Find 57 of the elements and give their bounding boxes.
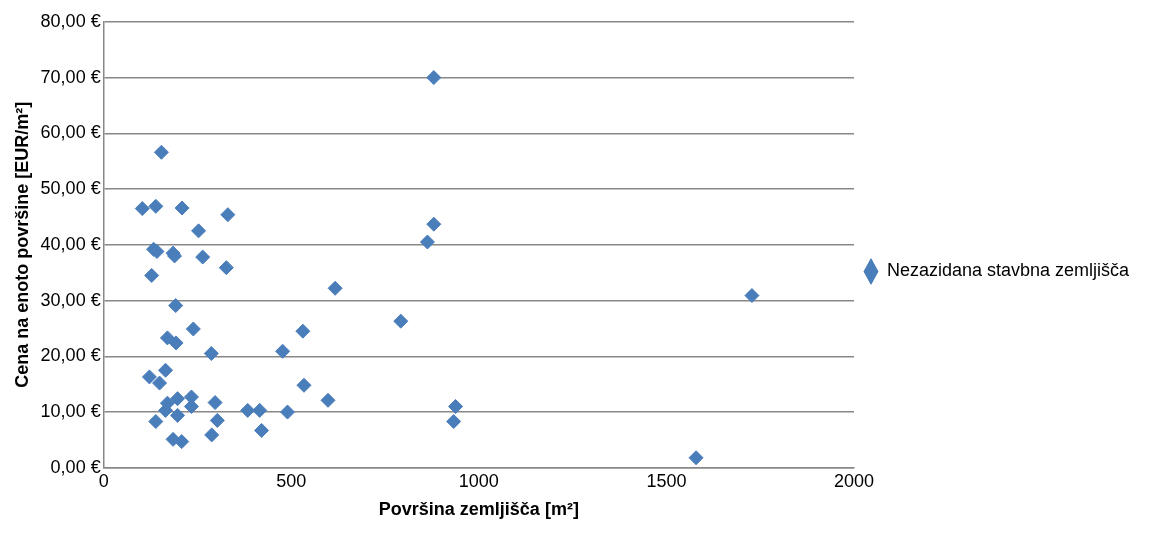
legend-label: Nezazidana stavbna zemljišča: [887, 260, 1131, 281]
point: [170, 391, 186, 407]
point: [134, 201, 150, 217]
point: [254, 422, 270, 438]
y-tick-label: 80,00 €: [40, 10, 101, 31]
x-tick-label: 500: [276, 470, 307, 491]
y-tick-label: 60,00 €: [40, 122, 101, 143]
point: [174, 434, 190, 450]
point: [174, 200, 190, 216]
y-tick-label: 20,00 €: [40, 345, 101, 366]
point: [744, 288, 760, 304]
point: [168, 298, 184, 314]
point: [426, 70, 442, 86]
point: [688, 450, 704, 466]
point: [419, 234, 435, 250]
point: [159, 330, 175, 346]
y-tick-label: 40,00 €: [40, 233, 101, 254]
point: [153, 144, 169, 160]
point: [170, 407, 186, 423]
y-axis-title: Cena na enoto površine [EUR/m²]: [11, 101, 32, 388]
y-tick-label: 30,00 €: [40, 289, 101, 310]
point: [141, 369, 157, 385]
x-tick-label: 1000: [458, 470, 499, 491]
x-axis-title: Površina zemljišča [m²]: [378, 499, 579, 520]
point: [204, 427, 220, 443]
point: [185, 321, 201, 337]
y-tick-label: 0,00 €: [50, 456, 101, 477]
point: [296, 377, 312, 393]
point: [209, 412, 225, 428]
point: [148, 198, 164, 214]
point: [446, 414, 462, 430]
point: [195, 249, 211, 265]
point: [158, 362, 174, 378]
point: [279, 404, 295, 420]
point: [320, 392, 336, 408]
point: [220, 207, 236, 223]
point: [218, 260, 234, 276]
point: [327, 280, 343, 296]
point: [168, 335, 184, 351]
point: [252, 402, 268, 418]
point: [152, 375, 168, 391]
point: [240, 402, 256, 418]
y-tick-label: 10,00 €: [40, 401, 101, 422]
point: [448, 398, 464, 414]
point: [426, 216, 442, 232]
point: [207, 395, 223, 411]
point: [148, 414, 164, 430]
point: [144, 267, 160, 283]
point: [203, 346, 219, 362]
point: [275, 343, 291, 359]
y-tick-label: 50,00 €: [40, 178, 101, 199]
point: [393, 313, 409, 329]
point: [295, 323, 311, 339]
x-tick-label: 1500: [646, 470, 687, 491]
y-tick-label: 70,00 €: [40, 66, 101, 87]
point: [191, 223, 207, 239]
x-tick-label: 2000: [833, 470, 875, 491]
